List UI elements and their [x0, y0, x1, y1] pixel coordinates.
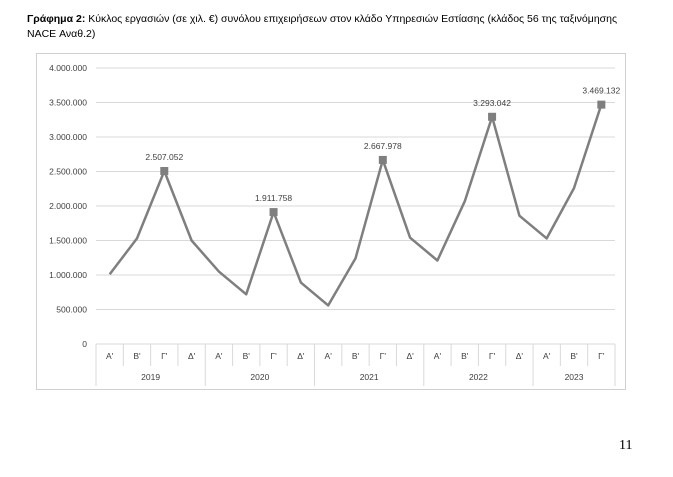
data-point-marker — [597, 100, 606, 109]
x-tick-label: Β' — [352, 351, 360, 361]
data-point-marker — [378, 155, 387, 164]
x-tick-label: Α' — [106, 351, 114, 361]
y-tick-label: 4.000.000 — [49, 63, 87, 73]
line-chart: 0 500.000 1.000.000 1.500.000 2.000.000 2.500… — [49, 63, 621, 386]
y-tick-label: 2.500.000 — [49, 167, 87, 177]
x-tick-label: Α' — [215, 351, 223, 361]
x-tick-label: Α' — [325, 351, 333, 361]
data-point-marker — [269, 208, 278, 217]
y-tick-label: 1.500.000 — [49, 236, 87, 246]
x-tick-label: Β' — [570, 351, 578, 361]
x-tick-label: Δ' — [516, 351, 524, 361]
page-number: 11 — [619, 438, 633, 453]
x-tick-label: Γ' — [270, 351, 277, 361]
year-label: 2020 — [250, 372, 269, 382]
chart-frame: 0 500.000 1.000.000 1.500.000 2.000.000 2.500… — [36, 53, 626, 390]
year-label: 2022 — [469, 372, 488, 382]
y-tick-label: 1.000.000 — [49, 270, 87, 280]
x-tick-label: Β' — [461, 351, 469, 361]
x-tick-label: Γ' — [380, 351, 387, 361]
x-tick-label: Α' — [543, 351, 551, 361]
year-label: 2019 — [141, 372, 160, 382]
year-label: 2023 — [565, 372, 584, 382]
x-tick-label: Α' — [434, 351, 442, 361]
x-tick-label: Δ' — [188, 351, 196, 361]
caption-text: Κύκλος εργασιών (σε χιλ. €) συνόλου επιχ… — [27, 13, 618, 40]
data-label: 1.911.758 — [255, 193, 292, 203]
x-tick-label: Β' — [133, 351, 141, 361]
caption-label: Γράφημα 2: — [27, 13, 86, 25]
x-tick-label: Δ' — [406, 351, 414, 361]
y-tick-label: 3.500.000 — [49, 98, 87, 108]
x-tick-label: Γ' — [489, 351, 496, 361]
data-label: 3.293.042 — [473, 98, 511, 108]
data-point-marker — [160, 167, 169, 176]
y-tick-label: 3.000.000 — [49, 132, 87, 142]
y-tick-label: 0 — [82, 339, 87, 349]
y-tick-label: 2.000.000 — [49, 201, 87, 211]
year-label: 2021 — [360, 372, 379, 382]
series-line — [108, 104, 603, 307]
x-tick-label: Β' — [243, 351, 251, 361]
x-tick-label: Δ' — [297, 351, 305, 361]
chart-caption: Γράφημα 2: Κύκλος εργασιών (σε χιλ. €) σ… — [27, 12, 647, 42]
data-label: 2.667.978 — [364, 141, 402, 151]
data-point-marker — [488, 112, 497, 121]
y-tick-label: 500.000 — [56, 305, 87, 315]
data-label: 2.507.052 — [145, 152, 183, 162]
x-tick-label: Γ' — [598, 351, 605, 361]
x-tick-label: Γ' — [161, 351, 168, 361]
data-label: 3.469.132 — [582, 86, 620, 96]
